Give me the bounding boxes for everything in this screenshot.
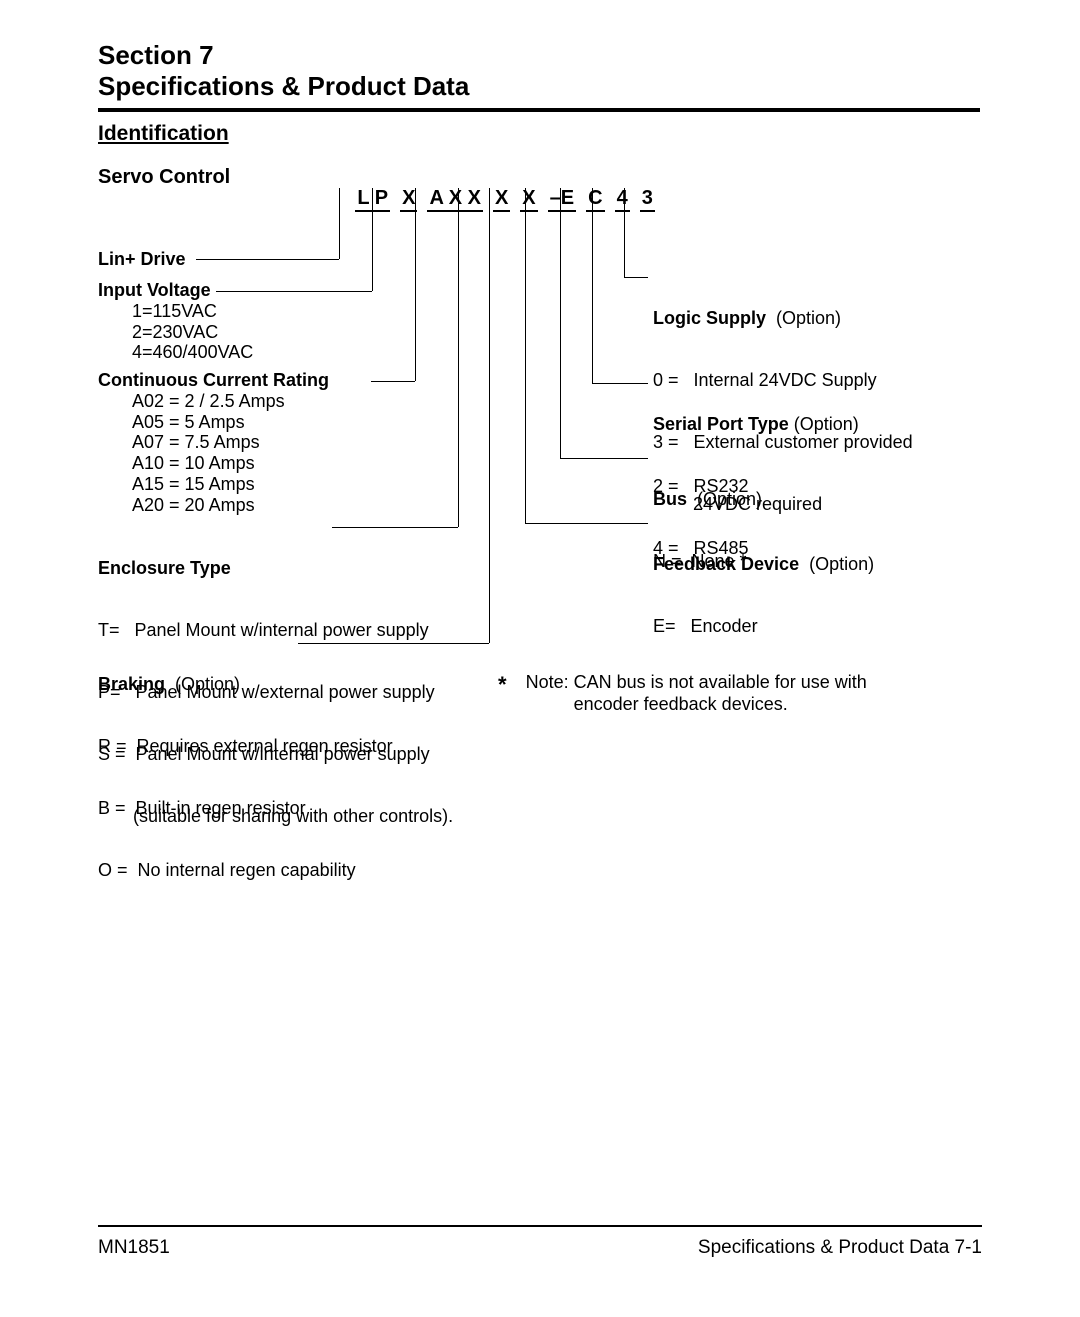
line-v-c bbox=[560, 188, 561, 458]
code-4: 4 bbox=[615, 187, 630, 212]
footer-right: Specifications & Product Data 7-1 bbox=[698, 1237, 982, 1259]
line-v-x2 bbox=[458, 188, 459, 527]
line-h-bus bbox=[560, 458, 648, 459]
part-number-diagram: Servo Control L PXA X XXX–EC43 Lin+ Driv… bbox=[98, 160, 980, 780]
section-number: Section 7 bbox=[98, 40, 980, 71]
line-h-fb bbox=[525, 523, 648, 524]
input-voltage-2: 2=230VAC bbox=[98, 322, 253, 343]
feedback-1: E= Encoder bbox=[653, 616, 874, 637]
ccr-5: A15 = 15 Amps bbox=[98, 474, 329, 495]
line-h-ccr bbox=[371, 381, 415, 382]
line-h-lin bbox=[196, 259, 339, 260]
serial-title: Serial Port Type bbox=[653, 414, 789, 434]
code-x2: X bbox=[493, 187, 510, 212]
section-title: Specifications & Product Data bbox=[98, 71, 980, 102]
line-v-lp bbox=[339, 188, 340, 259]
note-line2: encoder feedback devices. bbox=[526, 694, 788, 716]
line-v-x3 bbox=[489, 188, 490, 643]
line-v-3 bbox=[624, 188, 625, 277]
braking-option: (Option) bbox=[165, 674, 240, 694]
braking-3: O = No internal regen capability bbox=[98, 860, 393, 881]
feedback-title: Feedback Device bbox=[653, 554, 799, 574]
footer-rule bbox=[98, 1225, 982, 1227]
line-h-serial bbox=[592, 383, 648, 384]
logic-title: Logic Supply bbox=[653, 308, 766, 328]
line-v-e bbox=[525, 188, 526, 523]
braking-1: R = Requires external regen resistor bbox=[98, 736, 393, 757]
input-voltage-title: Input Voltage bbox=[98, 280, 253, 301]
bus-title: Bus bbox=[653, 489, 687, 509]
line-v-x1 bbox=[372, 188, 373, 291]
braking-2: B = Built-in regen resistor bbox=[98, 798, 393, 819]
ccr-4: A10 = 10 Amps bbox=[98, 453, 329, 474]
serial-option: (Option) bbox=[789, 414, 859, 434]
code-axx: A X X bbox=[427, 187, 483, 212]
ccr-3: A07 = 7.5 Amps bbox=[98, 432, 329, 453]
identification-subhead: Identification bbox=[98, 122, 980, 146]
ccr-title: Continuous Current Rating bbox=[98, 370, 329, 391]
logic-option: (Option) bbox=[766, 308, 841, 328]
title-rule bbox=[98, 108, 980, 112]
ccr-block: Continuous Current Rating A02 = 2 / 2.5 … bbox=[98, 370, 329, 515]
lin-drive-title: Lin+ Drive bbox=[98, 249, 186, 269]
servo-control-label: Servo Control bbox=[98, 166, 230, 189]
feedback-block: Feedback Device (Option) E= Encoder bbox=[653, 512, 874, 678]
code-x3: X bbox=[520, 187, 537, 212]
code-e: –E bbox=[548, 187, 576, 212]
footer-left: MN1851 bbox=[98, 1237, 170, 1259]
input-voltage-3: 4=460/400VAC bbox=[98, 342, 253, 363]
bus-option: (Option) bbox=[687, 489, 762, 509]
ccr-6: A20 = 20 Amps bbox=[98, 495, 329, 516]
code-3: 3 bbox=[640, 187, 655, 212]
braking-title: Braking bbox=[98, 674, 165, 694]
note-star: * bbox=[498, 672, 507, 697]
braking-block: Braking (Option) R = Requires external r… bbox=[98, 632, 393, 922]
line-v-4 bbox=[592, 188, 593, 383]
input-voltage-block: Input Voltage 1=115VAC 2=230VAC 4=460/40… bbox=[98, 280, 253, 363]
line-v-axx bbox=[415, 188, 416, 381]
ccr-1: A02 = 2 / 2.5 Amps bbox=[98, 391, 329, 412]
lin-drive-label: Lin+ Drive bbox=[98, 249, 186, 270]
line-h-logic bbox=[624, 277, 648, 278]
feedback-option: (Option) bbox=[799, 554, 874, 574]
note-line1: Note: CAN bus is not available for use w… bbox=[526, 672, 867, 692]
enclosure-title: Enclosure Type bbox=[98, 558, 453, 579]
code-c: C bbox=[586, 187, 604, 212]
input-voltage-1: 1=115VAC bbox=[98, 301, 253, 322]
ccr-2: A05 = 5 Amps bbox=[98, 412, 329, 433]
page-footer: MN1851 Specifications & Product Data 7-1 bbox=[98, 1225, 982, 1259]
note-block: * Note: CAN bus is not available for use… bbox=[498, 672, 867, 715]
